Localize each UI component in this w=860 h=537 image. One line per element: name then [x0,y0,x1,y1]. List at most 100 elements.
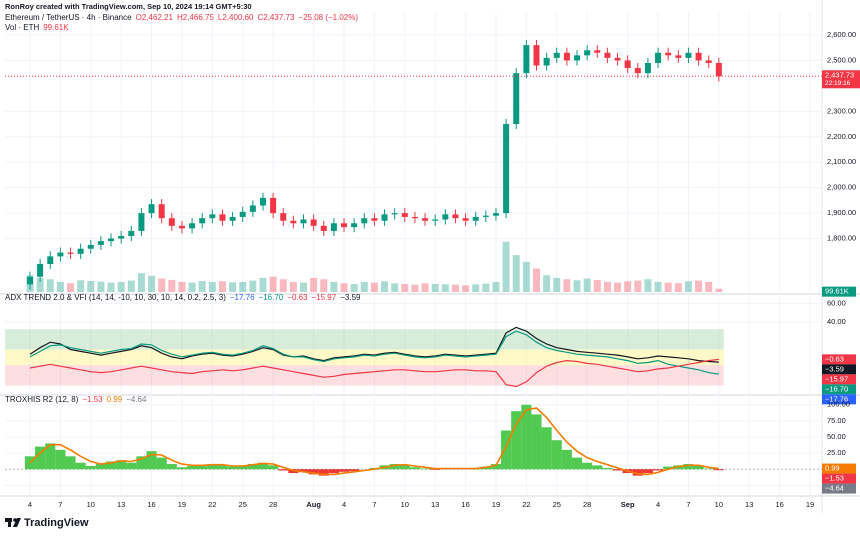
volume-bar [391,283,399,292]
axis-tag [822,483,856,494]
volume-bar [127,280,135,292]
x-tick-label: 22 [208,500,216,509]
axis-tag [822,354,856,365]
volume-bar [431,283,439,292]
volume-bar [77,280,85,292]
candle-body [239,211,246,217]
volume-bar [654,281,662,292]
candle-body [584,50,591,56]
volume-bar [411,284,419,292]
histogram-bar [116,460,127,470]
candle-body [158,204,165,219]
axis-tag-label: −17.76 [825,394,848,403]
histogram-bar [551,440,562,470]
x-tick-label: 10 [401,500,409,509]
histogram-bar [35,446,46,470]
volume-bar [462,285,470,292]
x-tick-label: 19 [178,500,186,509]
y-tick-label: 2,600.00 [827,30,856,39]
price-tag [822,70,860,89]
volume-bar [370,282,378,292]
indicator-title: TROXHIS R2 (12, 8) [5,395,79,404]
y-tick-label: 1,900.00 [827,208,856,217]
candle-body [411,216,418,219]
histogram-bar [541,427,552,470]
histogram-bar [642,469,653,474]
histogram-bar [247,464,258,470]
volume-title: Vol · ETH [5,23,39,32]
histogram-bar [85,465,96,470]
volume-bar [158,278,166,292]
brand-logo [5,518,21,527]
candle-body [665,52,672,56]
axis-tag [822,286,856,297]
histogram-bar [187,465,198,470]
volume-bar [573,280,581,292]
axis-tag [822,364,856,375]
volume-bar [705,281,713,292]
indicator-line [29,326,719,363]
candle-body [462,218,469,221]
y-tick-label: 2,000.00 [827,183,856,192]
ohlc-value: C2,437.73 [257,13,294,22]
candle-body [351,223,358,228]
ohlc-value: O2,462.21 [136,13,174,22]
y-tick-label: 40.00 [827,317,846,326]
candle-body [320,225,327,231]
candle-body [574,55,581,61]
candle-body [644,62,651,74]
histogram-bar [511,411,522,470]
y-tick-label: 2,500.00 [827,55,856,64]
candle-body [57,252,64,257]
volume-bar [188,282,196,292]
histogram-bar [501,430,512,470]
candle-body [523,45,530,74]
x-tick-label: 4 [342,500,346,509]
x-tick-label: 22 [522,500,530,509]
candle-body [290,220,297,224]
volume-bar [330,281,338,292]
histogram-bar [207,464,218,470]
candle-body [168,218,175,226]
x-tick-label: 13 [745,500,753,509]
x-tick-label: 16 [147,500,155,509]
indicator-title: ADX TREND 2.0 & VFI (14, 14, -10, 10, 30… [5,293,226,302]
volume-bar [583,278,591,292]
candle-body [604,52,611,58]
logo-part [13,518,21,527]
axis-tag-label: −3.59 [825,364,844,373]
price-tag-label: 2,437.73 [825,70,854,79]
volume-bar [644,279,652,292]
axis-tag [822,473,856,484]
candle-body [178,225,185,229]
credit: RonRoy created with TradingView.com, Sep… [5,2,252,11]
candle-body [148,204,155,214]
candle-body [432,219,439,221]
candle-body [128,230,135,237]
histogram-bar [409,467,420,470]
histogram-bar [693,465,704,470]
volume-bar [492,281,500,292]
histogram-bar [652,469,664,471]
volume-bar [137,273,145,292]
volume-bar [664,282,672,292]
x-tick-label: 25 [553,500,561,509]
candle-body [270,197,277,214]
axis-tag-label: 0.99 [825,464,840,473]
x-tick-label: 7 [58,500,62,509]
y-tick-label: 60.00 [827,298,846,307]
countdown: 22:19:16 [825,80,851,87]
axis-tag [822,463,856,474]
candle-body [371,218,378,221]
indicator-line [29,358,719,388]
signal-line [29,407,719,476]
candle-body [341,223,348,228]
indicator-value: −0.63 [287,293,308,302]
indicator-value: −1.53 [82,395,103,404]
y-tick-label: 2,300.00 [827,106,856,115]
volume-bar [472,284,480,292]
candle-body [715,62,722,77]
histogram-bar [156,457,167,470]
volume-bar [269,276,277,292]
